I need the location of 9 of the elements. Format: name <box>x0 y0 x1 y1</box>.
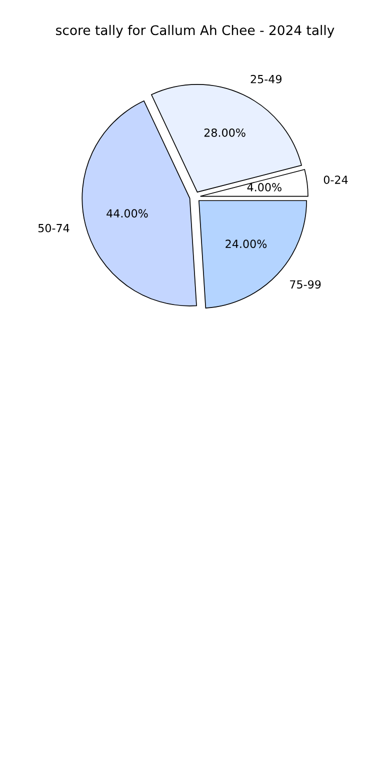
slice-label: 50-74 <box>38 224 70 232</box>
data-label: 44.00% <box>106 209 148 218</box>
data-label: 4.00% <box>247 183 282 192</box>
chart-title: score tally for Callum Ah Chee - 2024 tally <box>56 24 334 38</box>
data-label: 28.00% <box>204 128 246 137</box>
slice-label: 25-49 <box>250 74 282 84</box>
data-label: 24.00% <box>226 240 267 248</box>
slice-label: 75-99 <box>290 280 321 289</box>
slice-label: 0-24 <box>324 176 348 184</box>
